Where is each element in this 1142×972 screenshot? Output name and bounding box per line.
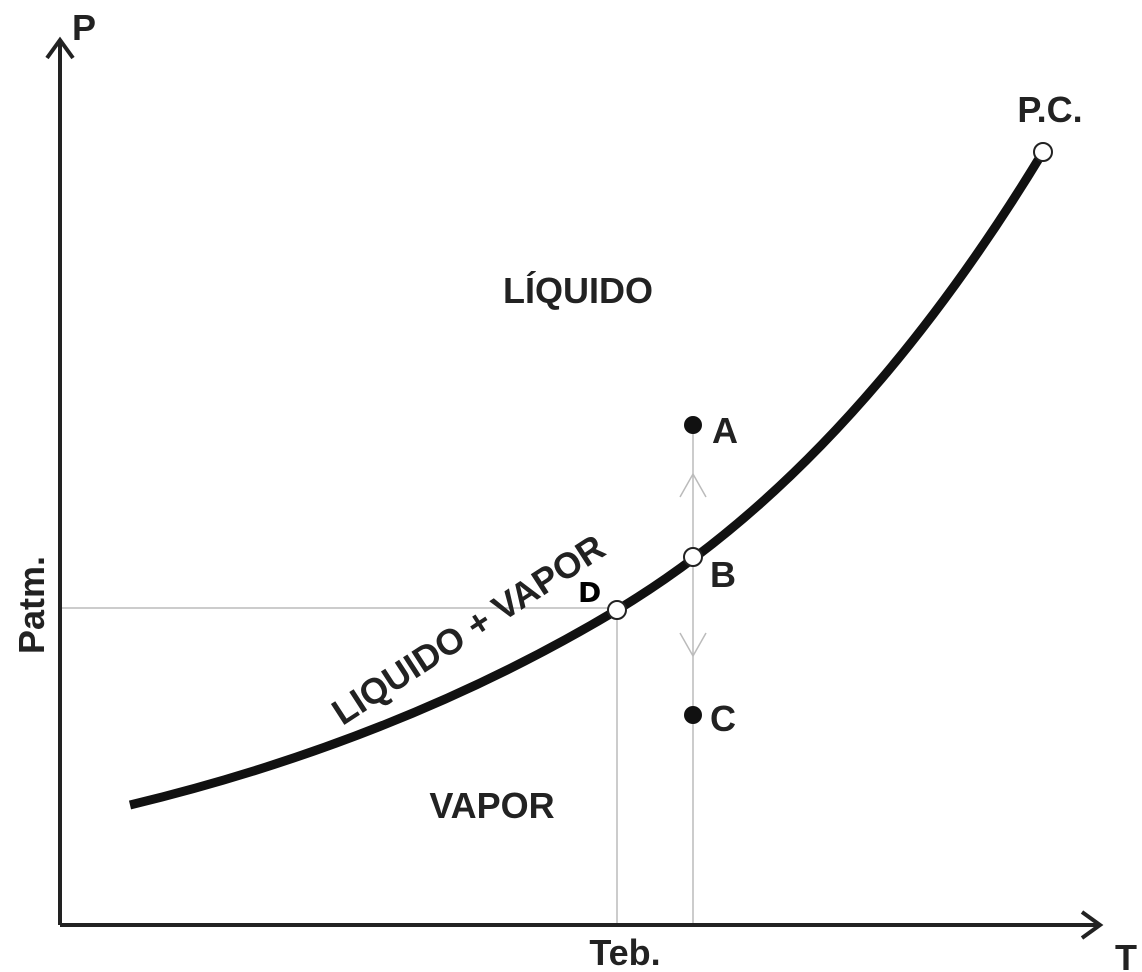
patm-label: Patm. — [11, 556, 52, 654]
critical-point — [1033, 142, 1053, 162]
point-c — [684, 706, 702, 724]
curve-label: LIQUIDO + VAPOR — [324, 526, 612, 733]
point-a — [684, 416, 702, 434]
y-axis-arrow — [45, 36, 75, 60]
x-axis-arrow — [1080, 910, 1104, 940]
liquid-label: LÍQUIDO — [503, 270, 653, 311]
y-axis-label: P — [72, 7, 96, 48]
c-label: C — [710, 698, 736, 739]
teb-label: Teb. — [589, 932, 660, 972]
a-label: A — [712, 410, 738, 451]
d-label: D — [578, 576, 601, 609]
arrow-down — [679, 632, 707, 658]
vapor-label: VAPOR — [429, 785, 554, 826]
point-b — [683, 547, 703, 567]
critical-label: P.C. — [1017, 89, 1082, 130]
x-axis-label: T — [1115, 937, 1137, 972]
b-label: B — [710, 554, 736, 595]
point-d — [607, 600, 627, 620]
arrow-up — [679, 472, 707, 498]
vaporization-curve — [128, 149, 1047, 810]
